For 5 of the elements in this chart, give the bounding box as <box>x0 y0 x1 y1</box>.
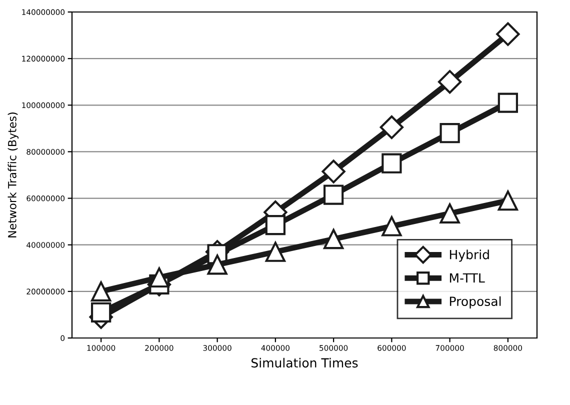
x-axis-title: Simulation Times <box>252 358 358 368</box>
legend-label: M-TTL <box>450 273 485 282</box>
legend-label: Proposal <box>450 296 501 308</box>
legend-label: Hybrid <box>450 250 489 262</box>
y-axis-title: Network Traffic (Bytes) <box>8 112 19 238</box>
